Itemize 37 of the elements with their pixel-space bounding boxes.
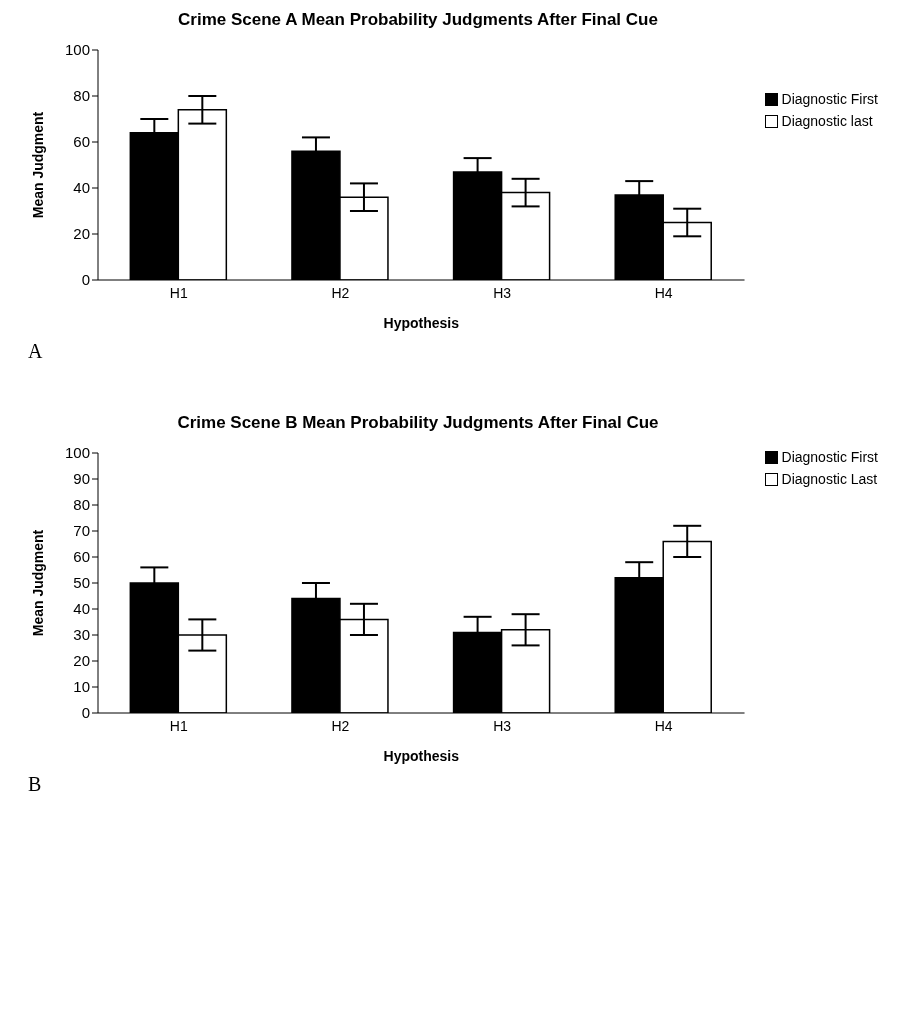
x-axis-title: Hypothesis <box>383 314 460 331</box>
chart-title: Crime Scene A Mean Probability Judgments After Final Cue <box>177 10 659 30</box>
y-tick-label: 40 <box>73 179 90 197</box>
x-tick-label: H3 <box>493 717 512 734</box>
x-tick-label: H1 <box>169 717 188 734</box>
x-tick-label: H1 <box>169 284 188 301</box>
x-tick-label: H2 <box>331 284 350 301</box>
y-tick-label: 0 <box>81 704 90 722</box>
legend-label: Diagnostic First <box>781 449 878 465</box>
y-tick-label: 0 <box>81 271 90 289</box>
y-tick-label: 70 <box>73 522 90 540</box>
y-tick-label: 10 <box>73 678 90 696</box>
y-tick-label: 100 <box>64 444 90 462</box>
y-tick-label: 100 <box>64 41 90 59</box>
y-tick-label: 90 <box>73 470 90 488</box>
y-tick-label: 30 <box>73 626 90 644</box>
y-tick-label: 20 <box>73 225 90 243</box>
y-tick-label: 60 <box>73 133 90 151</box>
x-tick-label: H3 <box>493 284 512 301</box>
y-axis-title: Mean Judgment <box>29 111 46 219</box>
text: A <box>28 340 44 363</box>
y-tick-label: 60 <box>73 548 90 566</box>
text: B <box>28 773 43 796</box>
chart-title: Crime Scene B Mean Probability Judgments After Final Cue <box>176 413 660 433</box>
legend-label: Diagnostic First <box>781 91 878 107</box>
x-tick-label: H2 <box>331 717 350 734</box>
x-tick-label: H4 <box>654 284 673 301</box>
y-axis-title: Mean Judgment <box>29 529 46 637</box>
legend-label: Diagnostic Last <box>781 471 878 487</box>
y-tick-label: 80 <box>73 87 90 105</box>
x-axis-title: Hypothesis <box>383 747 460 764</box>
y-tick-label: 40 <box>73 600 90 618</box>
y-tick-label: 80 <box>73 496 90 514</box>
legend-label: Diagnostic last <box>781 113 873 129</box>
y-tick-label: 20 <box>73 652 90 670</box>
x-tick-label: H4 <box>654 717 673 734</box>
y-tick-label: 50 <box>73 574 90 592</box>
